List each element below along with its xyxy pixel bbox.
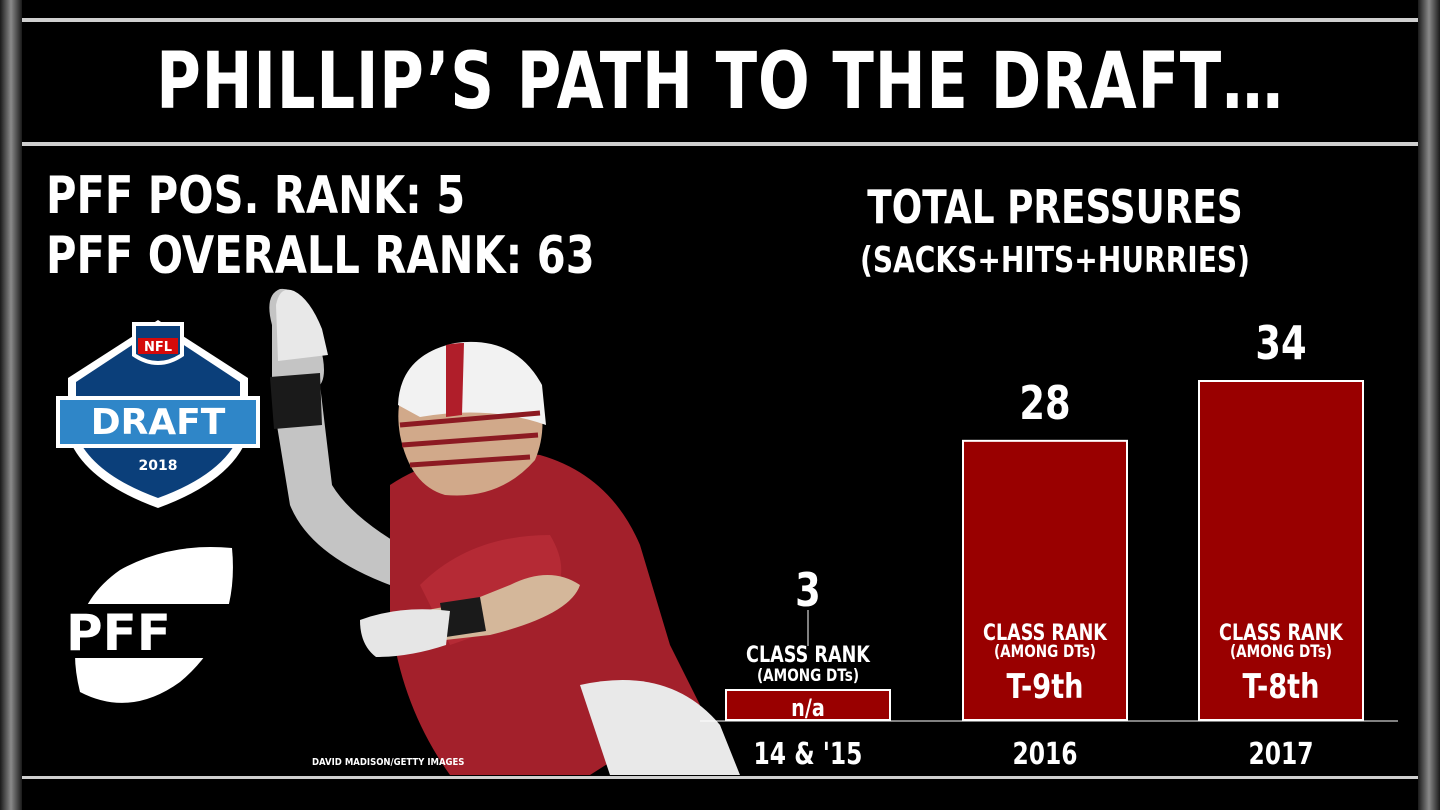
category-label-1: 2016 bbox=[1012, 737, 1077, 772]
value-label-0: 3 bbox=[795, 563, 821, 617]
nfl-draft-logo: NFL DRAFT 2018 bbox=[56, 320, 260, 508]
class-rank-value-2: T-8th bbox=[1242, 667, 1319, 707]
overall-rank: PFF OVERALL RANK: 63 bbox=[46, 226, 595, 286]
class-rank-label-0: CLASS RANK bbox=[746, 642, 871, 667]
category-label-2: 2017 bbox=[1248, 737, 1313, 772]
class-rank-label-1: CLASS RANK bbox=[983, 620, 1108, 645]
bar-0 bbox=[725, 689, 891, 721]
player-photo bbox=[269, 288, 740, 775]
frame-left-edge bbox=[0, 0, 22, 810]
bar-2 bbox=[1198, 380, 1364, 721]
pff-logo-text: PFF bbox=[66, 604, 171, 662]
value-label-2: 34 bbox=[1255, 316, 1306, 370]
chart-subtitle: (SACKS+HITS+HURRIES) bbox=[860, 240, 1250, 281]
class-rank-sublabel-0: (AMONG DTs) bbox=[757, 666, 859, 686]
header-divider bbox=[22, 142, 1418, 146]
class-rank-label-2: CLASS RANK bbox=[1219, 620, 1344, 645]
class-rank-sublabel-1: (AMONG DTs) bbox=[994, 642, 1096, 662]
pff-logo: PFF bbox=[60, 546, 236, 703]
page-title: PHILLIP’S PATH TO THE DRAFT… bbox=[156, 37, 1284, 127]
class-rank-value-1: T-9th bbox=[1006, 667, 1083, 707]
value-label-1: 28 bbox=[1019, 376, 1070, 430]
top-divider bbox=[22, 18, 1418, 22]
draft-year: 2018 bbox=[139, 458, 178, 474]
chart-title: TOTAL PRESSURES bbox=[867, 180, 1243, 234]
nfl-shield-text: NFL bbox=[144, 340, 172, 355]
category-label-0: 14 & '15 bbox=[754, 737, 863, 772]
class-rank-value-0: n/a bbox=[791, 695, 825, 723]
frame-right-edge bbox=[1418, 0, 1440, 810]
photo-credit: DAVID MADISON/GETTY IMAGES bbox=[312, 757, 465, 768]
position-rank: PFF POS. RANK: 5 bbox=[46, 166, 466, 226]
class-rank-sublabel-2: (AMONG DTs) bbox=[1230, 642, 1332, 662]
bottom-divider bbox=[22, 776, 1418, 779]
bar-1 bbox=[962, 439, 1128, 721]
draft-text: DRAFT bbox=[91, 402, 226, 443]
